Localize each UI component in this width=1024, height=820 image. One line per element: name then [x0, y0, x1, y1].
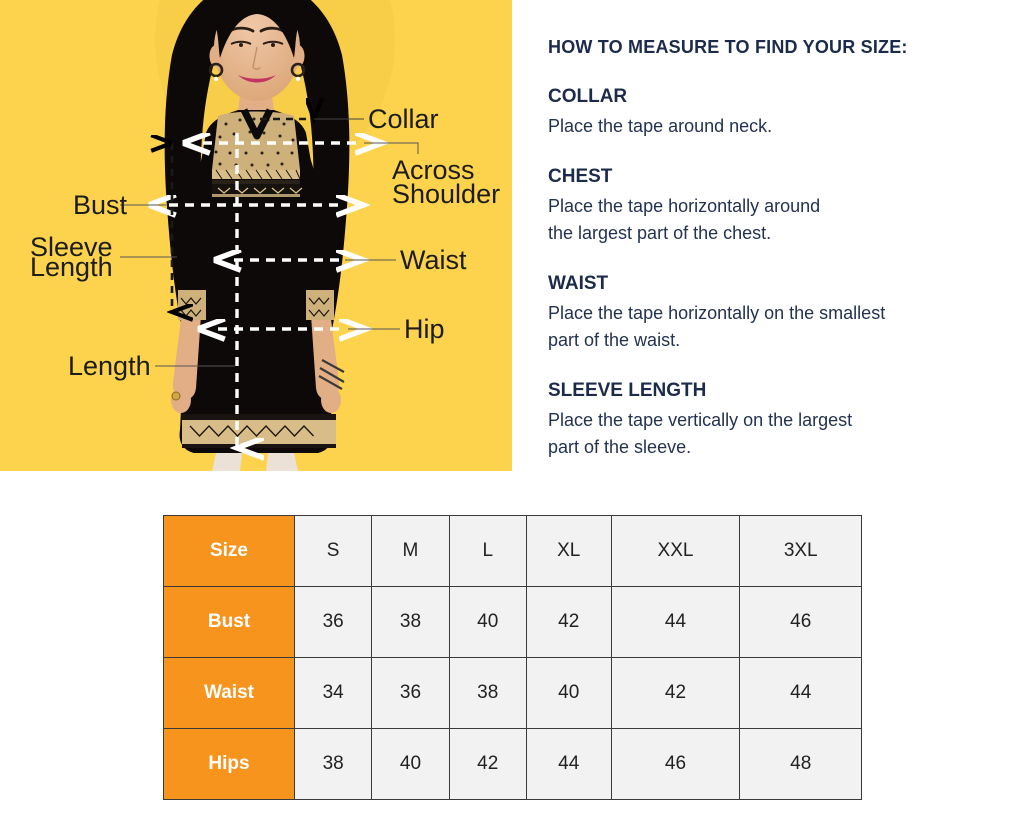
svg-text:Waist: Waist: [400, 245, 467, 275]
svg-text:Bust: Bust: [73, 190, 128, 220]
svg-text:Length: Length: [68, 351, 151, 381]
svg-text:Length: Length: [30, 252, 113, 282]
svg-text:Collar: Collar: [368, 104, 439, 134]
svg-text:Hip: Hip: [404, 314, 445, 344]
svg-text:Shoulder: Shoulder: [392, 179, 500, 209]
